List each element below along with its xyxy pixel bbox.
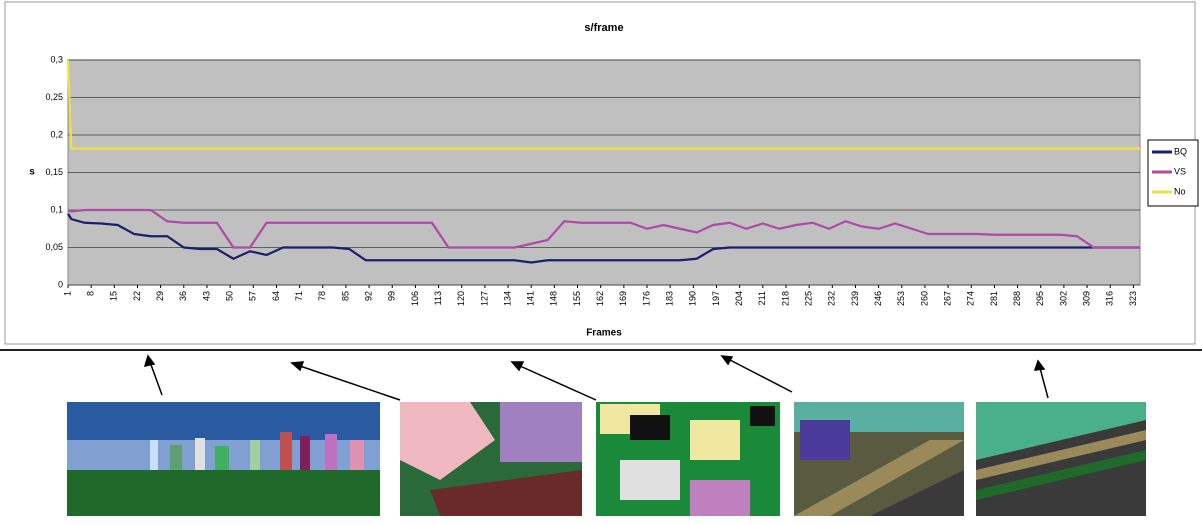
x-tick-label: 8 xyxy=(86,291,96,296)
x-tick-label: 148 xyxy=(549,291,559,306)
x-tick-label: 288 xyxy=(1012,291,1022,306)
x-tick-label: 267 xyxy=(942,291,952,306)
screenshot-4 xyxy=(794,402,964,516)
x-tick-label: 106 xyxy=(410,291,420,306)
x-tick-label: 253 xyxy=(896,291,906,306)
x-tick-label: 57 xyxy=(248,291,258,301)
x-tick-label: 169 xyxy=(618,291,628,306)
x-tick-label: 127 xyxy=(479,291,489,306)
x-tick-label: 190 xyxy=(688,291,698,306)
x-tick-label: 85 xyxy=(340,291,350,301)
x-tick-label: 197 xyxy=(711,291,721,306)
x-tick-label: 274 xyxy=(966,291,976,306)
x-tick-label: 281 xyxy=(989,291,999,306)
x-tick-label: 183 xyxy=(665,291,675,306)
x-tick-label: 302 xyxy=(1058,291,1068,306)
chart-title: s/frame xyxy=(584,22,623,34)
x-tick-label: 155 xyxy=(572,291,582,306)
x-tick-label: 36 xyxy=(178,291,188,301)
x-tick-label: 225 xyxy=(804,291,814,306)
screenshot-5 xyxy=(976,402,1146,516)
screenshot-3 xyxy=(596,402,780,516)
x-tick-label: 162 xyxy=(595,291,605,306)
x-tick-label: 295 xyxy=(1035,291,1045,306)
x-tick-label: 204 xyxy=(734,291,744,306)
x-axis-title: Frames xyxy=(586,328,622,339)
x-tick-label: 246 xyxy=(873,291,883,306)
x-tick-label: 134 xyxy=(502,291,512,306)
x-tick-label: 260 xyxy=(919,291,929,306)
x-tick-label: 239 xyxy=(850,291,860,306)
screenshot-2 xyxy=(400,402,582,516)
x-tick-label: 316 xyxy=(1105,291,1115,306)
y-axis-title: s xyxy=(29,167,35,178)
legend-label: No xyxy=(1174,186,1186,196)
y-tick-label: 0,05 xyxy=(45,242,63,252)
legend-label: BQ xyxy=(1174,146,1187,156)
x-tick-label: 1 xyxy=(62,291,72,296)
x-tick-label: 323 xyxy=(1128,291,1138,306)
chart: s/frame s Frames xyxy=(0,0,1202,520)
x-tick-label: 232 xyxy=(827,291,837,306)
x-tick-label: 120 xyxy=(456,291,466,306)
x-tick-label: 211 xyxy=(757,291,767,305)
x-tick-label: 43 xyxy=(201,291,211,301)
page: {"chart_data": {"type": "line", "title":… xyxy=(0,0,1202,520)
x-tick-label: 141 xyxy=(526,291,536,306)
arrows xyxy=(145,356,1048,400)
x-tick-label: 22 xyxy=(132,291,142,301)
x-tick-label: 176 xyxy=(641,291,651,306)
y-tick-label: 0,15 xyxy=(45,167,63,177)
x-tick-label: 218 xyxy=(780,291,790,306)
y-tick-label: 0,25 xyxy=(45,92,63,102)
x-tick-label: 71 xyxy=(294,291,304,301)
x-tick-label: 15 xyxy=(109,291,119,301)
legend-label: VS xyxy=(1174,166,1186,176)
x-tick-label: 309 xyxy=(1081,291,1091,306)
y-tick-label: 0 xyxy=(58,279,63,289)
x-tick-label: 113 xyxy=(433,291,443,305)
y-tick-label: 0,2 xyxy=(50,129,63,139)
screenshot-1 xyxy=(67,402,380,516)
x-tick-label: 29 xyxy=(155,291,165,301)
y-tick-label: 0,3 xyxy=(50,54,63,64)
x-tick-label: 64 xyxy=(271,291,281,301)
x-tick-label: 99 xyxy=(387,291,397,301)
x-tick-label: 92 xyxy=(363,291,373,301)
x-tick-label: 50 xyxy=(224,291,234,301)
x-tick-label: 78 xyxy=(317,291,327,301)
y-tick-label: 0,1 xyxy=(50,204,63,214)
